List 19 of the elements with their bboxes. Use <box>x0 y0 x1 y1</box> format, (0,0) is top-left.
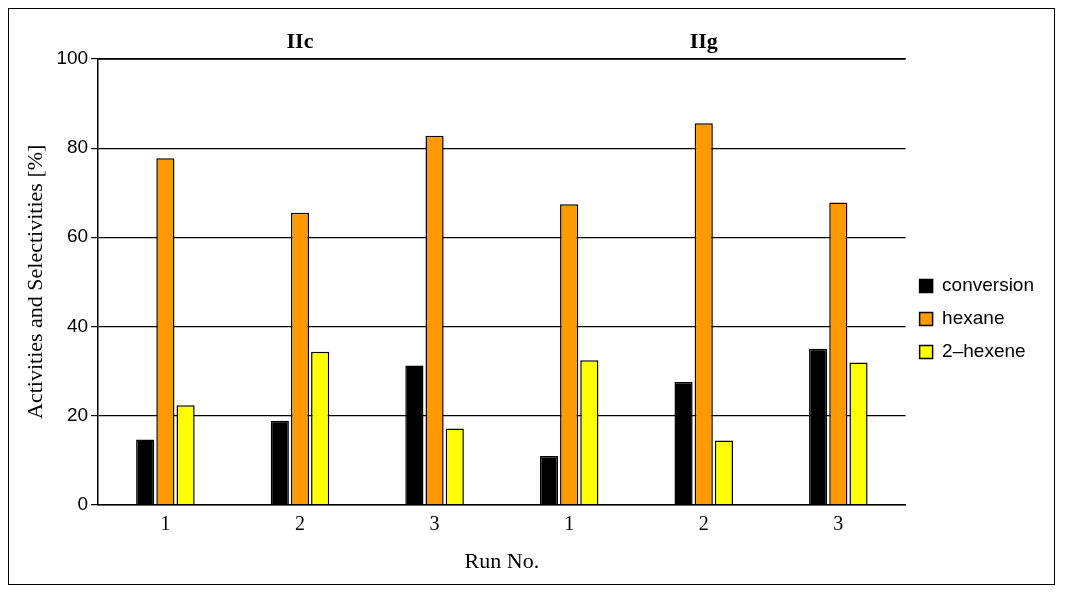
y-tick-label: 60 <box>66 225 89 247</box>
x-tick-label: 1 <box>160 511 171 534</box>
x-tick-label: 3 <box>429 511 440 534</box>
legend-label: conversion <box>942 274 1035 296</box>
legend-label: hexane <box>942 307 1005 329</box>
x-axis-title: Run No. <box>464 547 540 573</box>
x-tick-label: 2 <box>294 511 305 534</box>
legend-label: 2–hexene <box>942 340 1026 362</box>
text: IIc <box>286 27 314 53</box>
y-axis-title: Activities and Selectivities [%] <box>21 144 47 419</box>
y-tick-label: 40 <box>66 314 89 336</box>
y-tick-label: 80 <box>66 136 89 158</box>
x-tick-label: 3 <box>833 511 844 534</box>
x-tick-label: 2 <box>698 511 709 534</box>
text: IIg <box>689 27 718 53</box>
x-tick-label: 1 <box>564 511 575 534</box>
y-tick-label: 20 <box>66 403 89 425</box>
y-tick-label: 0 <box>77 492 89 514</box>
y-tick-label: 100 <box>56 47 89 69</box>
